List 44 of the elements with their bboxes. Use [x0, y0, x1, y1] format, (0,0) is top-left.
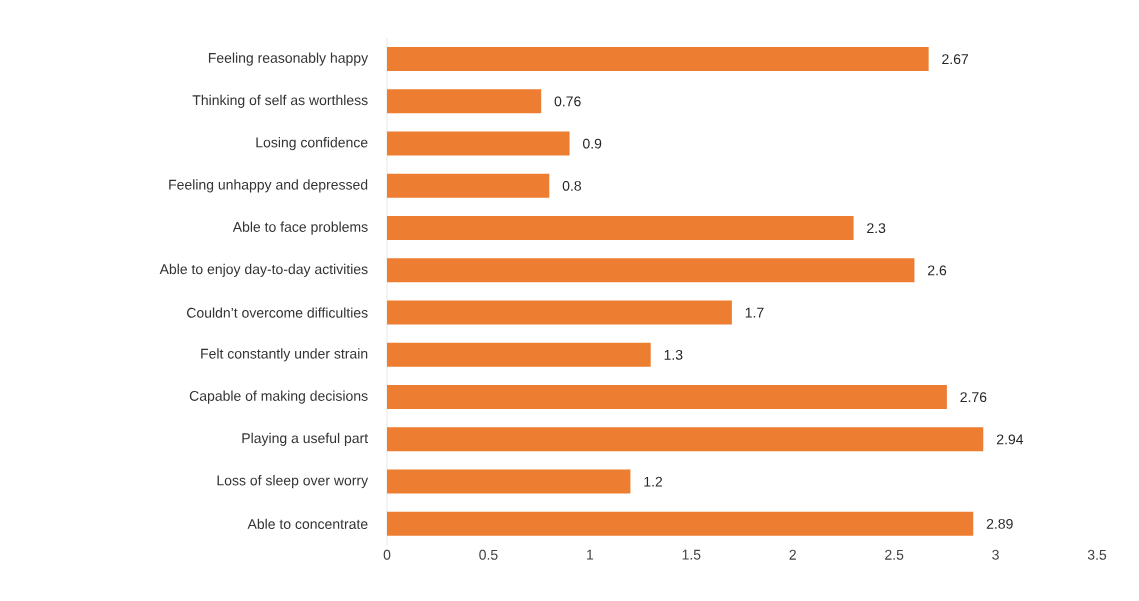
y-tick-label: Playing a useful part: [242, 432, 369, 446]
y-tick-label: Able to enjoy day-to-day activities: [159, 263, 368, 277]
y-tick-label: Loss of sleep over worry: [217, 475, 369, 489]
y-tick-label: Losing confidence: [256, 137, 368, 151]
y-tick-label: Capable of making decisions: [189, 390, 368, 404]
x-tick-label: 1.5: [682, 549, 701, 560]
data-label: 0.8: [562, 180, 582, 191]
data-label: 2.89: [986, 518, 1013, 529]
y-tick-label: Able to face problems: [232, 221, 368, 235]
data-label: 1.3: [664, 349, 683, 360]
data-label: 1.7: [745, 307, 764, 318]
x-tick-label: 0: [383, 549, 391, 560]
x-tick-label: 3.5: [1087, 549, 1107, 560]
bar: [387, 427, 984, 452]
data-label: 0.9: [582, 138, 602, 149]
y-tick-label: Couldn’t overcome difficulties: [187, 307, 368, 318]
bar: [387, 131, 570, 156]
data-label: 0.76: [554, 96, 581, 107]
bar: [387, 300, 732, 325]
y-tick-label: Feeling unhappy and depressed: [169, 179, 368, 193]
data-label: 2.3: [867, 223, 886, 234]
bar: [387, 342, 651, 367]
bar: [387, 469, 631, 494]
x-tick-label: 2.5: [885, 549, 904, 560]
data-label: 2.94: [996, 434, 1024, 445]
x-tick-label: 0.5: [479, 549, 498, 560]
data-label: 1.2: [644, 476, 663, 487]
x-tick-label: 1: [587, 549, 594, 560]
data-label: 2.76: [960, 392, 987, 403]
y-tick-label: Felt constantly under strain: [201, 348, 368, 362]
y-tick-label: Feeling reasonably happy: [208, 52, 369, 66]
bar: [387, 511, 974, 536]
bar: [387, 173, 550, 198]
y-tick-label: Able to concentrate: [247, 518, 368, 530]
bar: [387, 47, 929, 72]
bar: [387, 385, 947, 410]
y-tick-label: Thinking of self as worthless: [192, 94, 368, 108]
bar: [387, 258, 915, 283]
data-label: 2.6: [928, 265, 947, 276]
x-tick-label: 2: [789, 549, 796, 560]
x-tick-label: 3: [992, 549, 999, 560]
bar: [387, 216, 854, 241]
data-label: 2.67: [942, 54, 969, 65]
bar: [387, 89, 542, 114]
